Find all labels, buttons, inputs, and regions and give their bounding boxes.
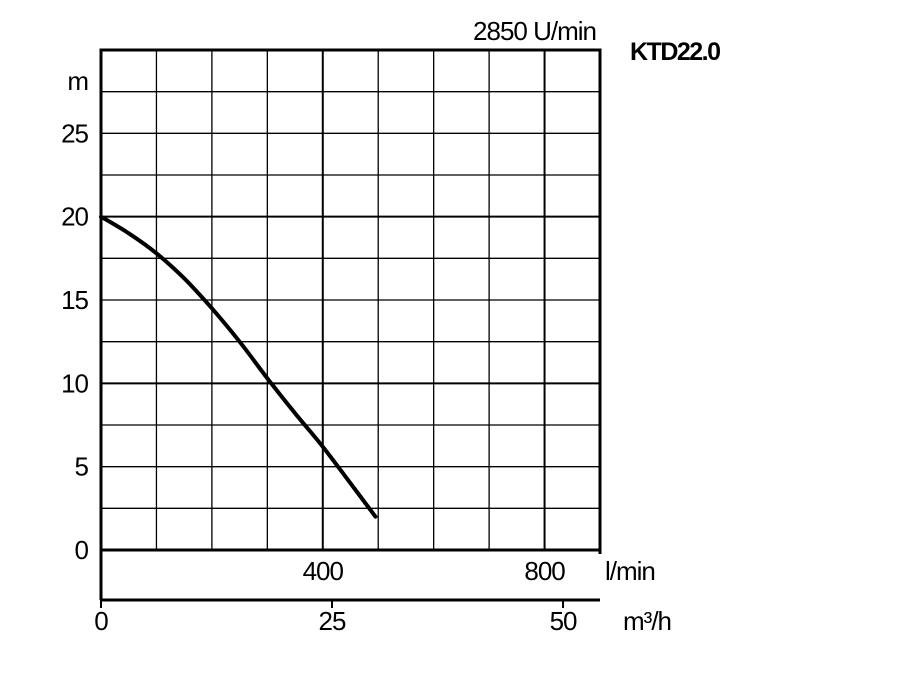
y-tick-label: 5 — [75, 452, 89, 482]
model-label: KTD22.0 — [630, 38, 720, 66]
x-tick-label-lmin: 800 — [524, 556, 565, 586]
x-axis-unit-lmin: l/min — [605, 556, 655, 586]
x-tick-label-m3h: 0 — [94, 606, 108, 636]
y-tick-label: 0 — [75, 535, 89, 565]
y-tick-label: 20 — [61, 202, 88, 232]
speed-label: 2850 U/min — [473, 16, 596, 46]
plot-frame — [99, 48, 602, 608]
x-tick-label-m3h: 50 — [550, 606, 577, 636]
y-tick-label: 25 — [61, 118, 88, 148]
grid-major-lines — [101, 50, 600, 550]
y-tick-label: 10 — [61, 368, 88, 398]
head-curve-line — [99, 214, 378, 519]
x-tick-label-m3h: 25 — [319, 606, 346, 636]
y-axis-unit-label: m — [67, 66, 88, 96]
y-tick-labels: 0 5 10 15 20 25 — [61, 118, 89, 565]
x-tick-label-lmin: 400 — [303, 556, 344, 586]
x-tick-labels-m3h: 0 25 50 — [94, 606, 578, 636]
grid-minor-lines — [101, 50, 600, 550]
plot-border — [99, 48, 602, 552]
x-tick-labels-lmin: 400 800 — [303, 556, 567, 586]
x-axis-unit-m3h: m³/h — [623, 606, 671, 636]
y-tick-label: 15 — [61, 285, 88, 315]
